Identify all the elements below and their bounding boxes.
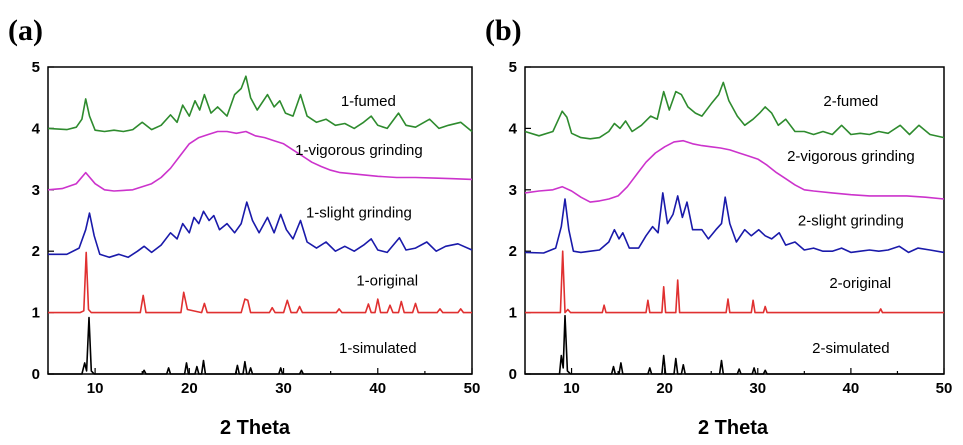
panel-b-y-tick-label: 1 — [509, 305, 517, 322]
panel-b-plot: 10 20 30 40 50 0 1 2 3 4 5 2-fumed 2-vigorous grindi… — [509, 59, 953, 397]
panel-b-y-tick-label: 5 — [509, 59, 517, 76]
panel-b-y-tick-label: 0 — [509, 366, 517, 383]
panel-a-x-tick-label: 30 — [275, 380, 292, 397]
panel-a-series-line-2 — [48, 201, 473, 259]
panel-b-series-line-3 — [525, 250, 944, 314]
panel-b-series-line-0 — [524, 81, 945, 140]
panel-a-x-axis-title: 2 Theta — [220, 417, 291, 439]
panel-a-series-line-3 — [48, 251, 472, 314]
panel-a-x-tick-label: 10 — [87, 380, 104, 397]
panel-a-series-line-1 — [47, 130, 473, 192]
panel-b-x-tick-label: 30 — [749, 380, 766, 397]
panel-b-x-tick-label: 50 — [936, 380, 953, 397]
panel-b-series-label-4: 2-simulated — [812, 340, 890, 357]
panel-a-plot: 10 20 30 40 50 0 1 2 3 4 5 1-fumed 1-vigorous grindi… — [32, 59, 481, 397]
panel-b-x-tick-label: 10 — [563, 380, 580, 397]
panel-b-x-tick-label: 40 — [843, 380, 860, 397]
panel-a-x-tick-label: 40 — [369, 380, 386, 397]
panel-b-series-line-4 — [525, 314, 944, 375]
panel-b-y-tick-label: 3 — [509, 182, 517, 199]
panel-b-x-axis-title: 2 Theta — [698, 417, 769, 439]
panel-label-b: (b) — [485, 14, 522, 47]
panel-a-y-tick-label: 0 — [32, 366, 40, 383]
panel-a-y-tick-label: 2 — [32, 243, 40, 260]
panel-b-x-tick-label: 20 — [656, 380, 673, 397]
panel-a-series-label-4: 1-simulated — [339, 340, 417, 357]
panel-a-series-line-0 — [47, 75, 473, 133]
panel-a: (a) 10 20 30 40 50 0 1 2 3 4 5 1-fumed 1-vigorous gr… — [8, 14, 480, 439]
panel-b-y-tick-label: 4 — [509, 120, 518, 137]
panel-b-series-label-3: 2-original — [829, 275, 891, 292]
panel-a-y-tick-label: 1 — [32, 305, 40, 322]
panel-a-series-line-4 — [48, 316, 472, 375]
panel-a-series-label-3: 1-original — [356, 273, 418, 290]
panel-b-series-line-1 — [524, 139, 945, 203]
panel-a-x-tick-label: 20 — [181, 380, 198, 397]
panel-a-series-label-1: 1-vigorous grinding — [295, 142, 423, 159]
panel-a-y-tick-label: 5 — [32, 59, 40, 76]
panel-label-a: (a) — [8, 14, 43, 47]
panel-a-series-label-2: 1-slight grinding — [306, 205, 412, 222]
panel-b-series-label-0: 2-fumed — [823, 93, 878, 110]
panel-a-y-tick-label: 4 — [32, 120, 41, 137]
panel-b-series-line-2 — [524, 192, 945, 254]
panel-a-y-tick-label: 3 — [32, 182, 40, 199]
panel-b-series-label-1: 2-vigorous grinding — [787, 148, 915, 165]
panel-b-y-tick-label: 2 — [509, 243, 517, 260]
panel-a-series-label-0: 1-fumed — [341, 93, 396, 110]
panel-a-x-tick-label: 50 — [464, 380, 481, 397]
panel-b-series-label-2: 2-slight grinding — [798, 213, 904, 230]
panel-b: (b) 10 20 30 40 50 0 1 2 3 4 5 2-fumed 2-vigorous gr… — [485, 14, 952, 439]
